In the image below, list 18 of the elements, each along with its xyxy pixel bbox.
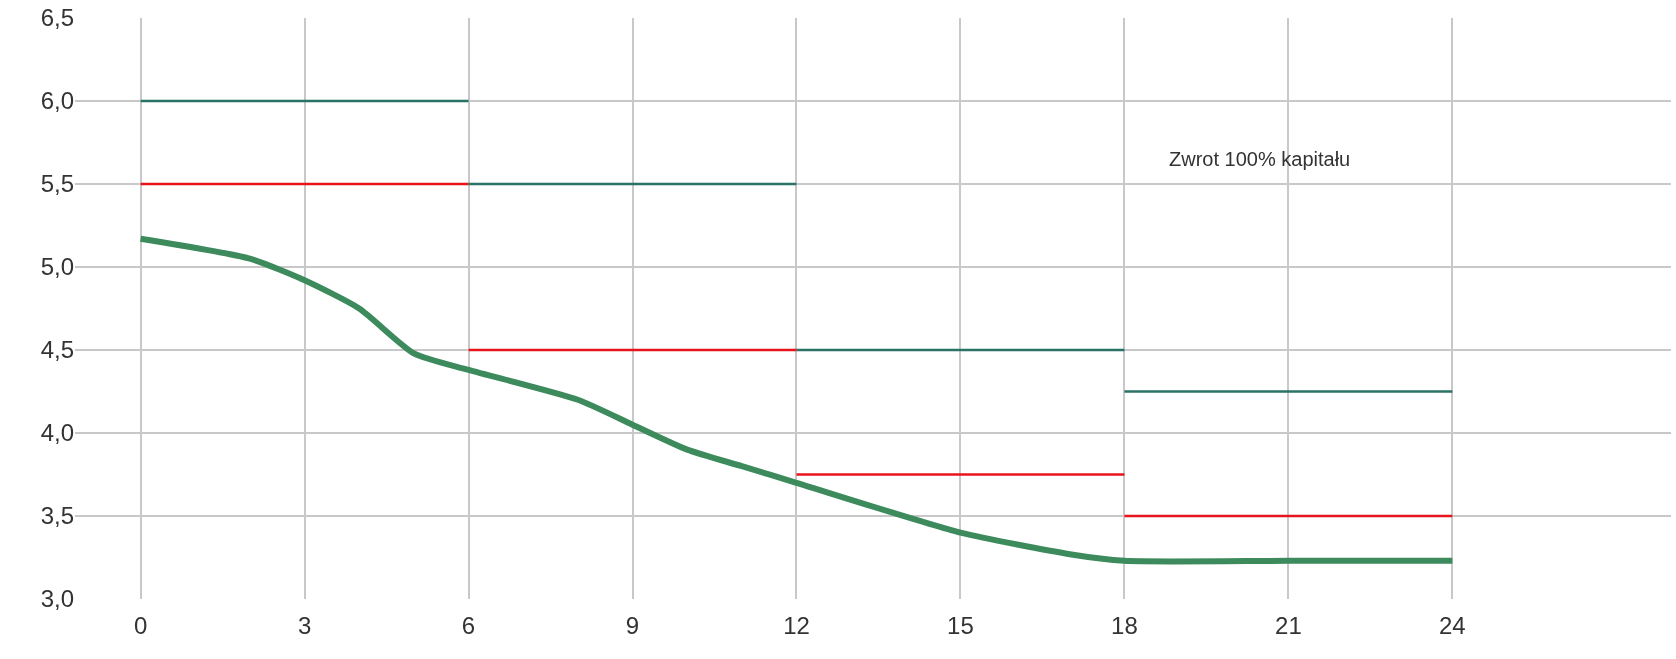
x-tick-label: 21	[1275, 612, 1302, 639]
y-tick-label: 4,0	[40, 419, 74, 447]
y-tick-label: 3,5	[40, 502, 74, 530]
x-tick-label: 6	[461, 612, 476, 639]
x-tick-label: 0	[133, 612, 148, 639]
x-tick-label: 3	[297, 612, 312, 639]
x-tick-label: 15	[947, 612, 974, 639]
y-tick-label: 6,5	[40, 4, 74, 32]
x-tick-label: 24	[1439, 612, 1466, 639]
y-tick-label: 3,0	[40, 585, 74, 613]
y-tick-label: 4,5	[40, 336, 74, 364]
x-tick-label: 18	[1111, 612, 1138, 639]
x-tick-label: 9	[625, 612, 640, 639]
x-tick-label: 12	[783, 612, 810, 639]
annotation: Zwrot 100% kapitału	[1169, 148, 1351, 170]
y-tick-label: 5,5	[40, 170, 74, 198]
y-tick-label: 6,0	[40, 87, 74, 115]
y-tick-label: 5,0	[40, 253, 74, 281]
